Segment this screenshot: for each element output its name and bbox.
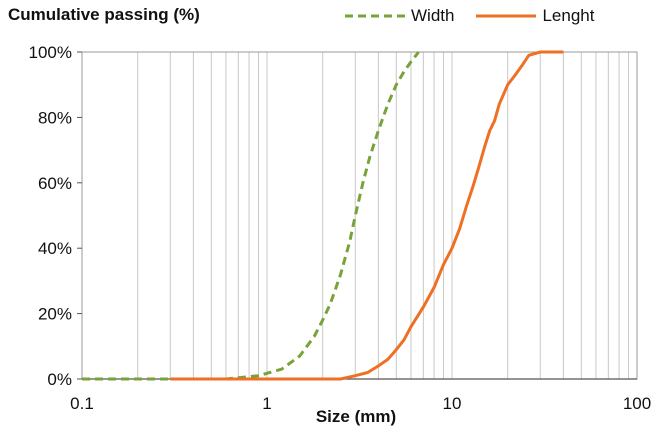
legend-swatch-lenght [476,14,537,18]
legend: Width Lenght [345,6,616,26]
legend-item-width: Width [345,6,454,26]
legend-item-lenght: Lenght [476,6,594,26]
plot-frame [81,51,638,380]
y-axis-title: Cumulative passing (%) [8,5,200,24]
y-tick-label: 20% [38,305,72,324]
y-tick-label: 60% [38,174,72,193]
y-tick-label: 40% [38,239,72,258]
y-tick-label: 0% [47,370,72,389]
y-tick-label: 100% [29,43,72,62]
x-tick-label: 10 [443,394,462,413]
y-tick-label: 80% [38,108,72,127]
legend-swatch-width [345,14,405,18]
legend-label-lenght: Lenght [542,6,595,25]
x-tick-label: 100 [623,394,651,413]
series-line-lenght [170,50,564,381]
x-axis-title: Size (mm) [315,407,397,426]
x-tick-label: 1 [262,394,271,413]
series-line-width [82,51,420,381]
x-tick-label: 0.1 [70,394,94,413]
legend-label-width: Width [411,6,455,25]
